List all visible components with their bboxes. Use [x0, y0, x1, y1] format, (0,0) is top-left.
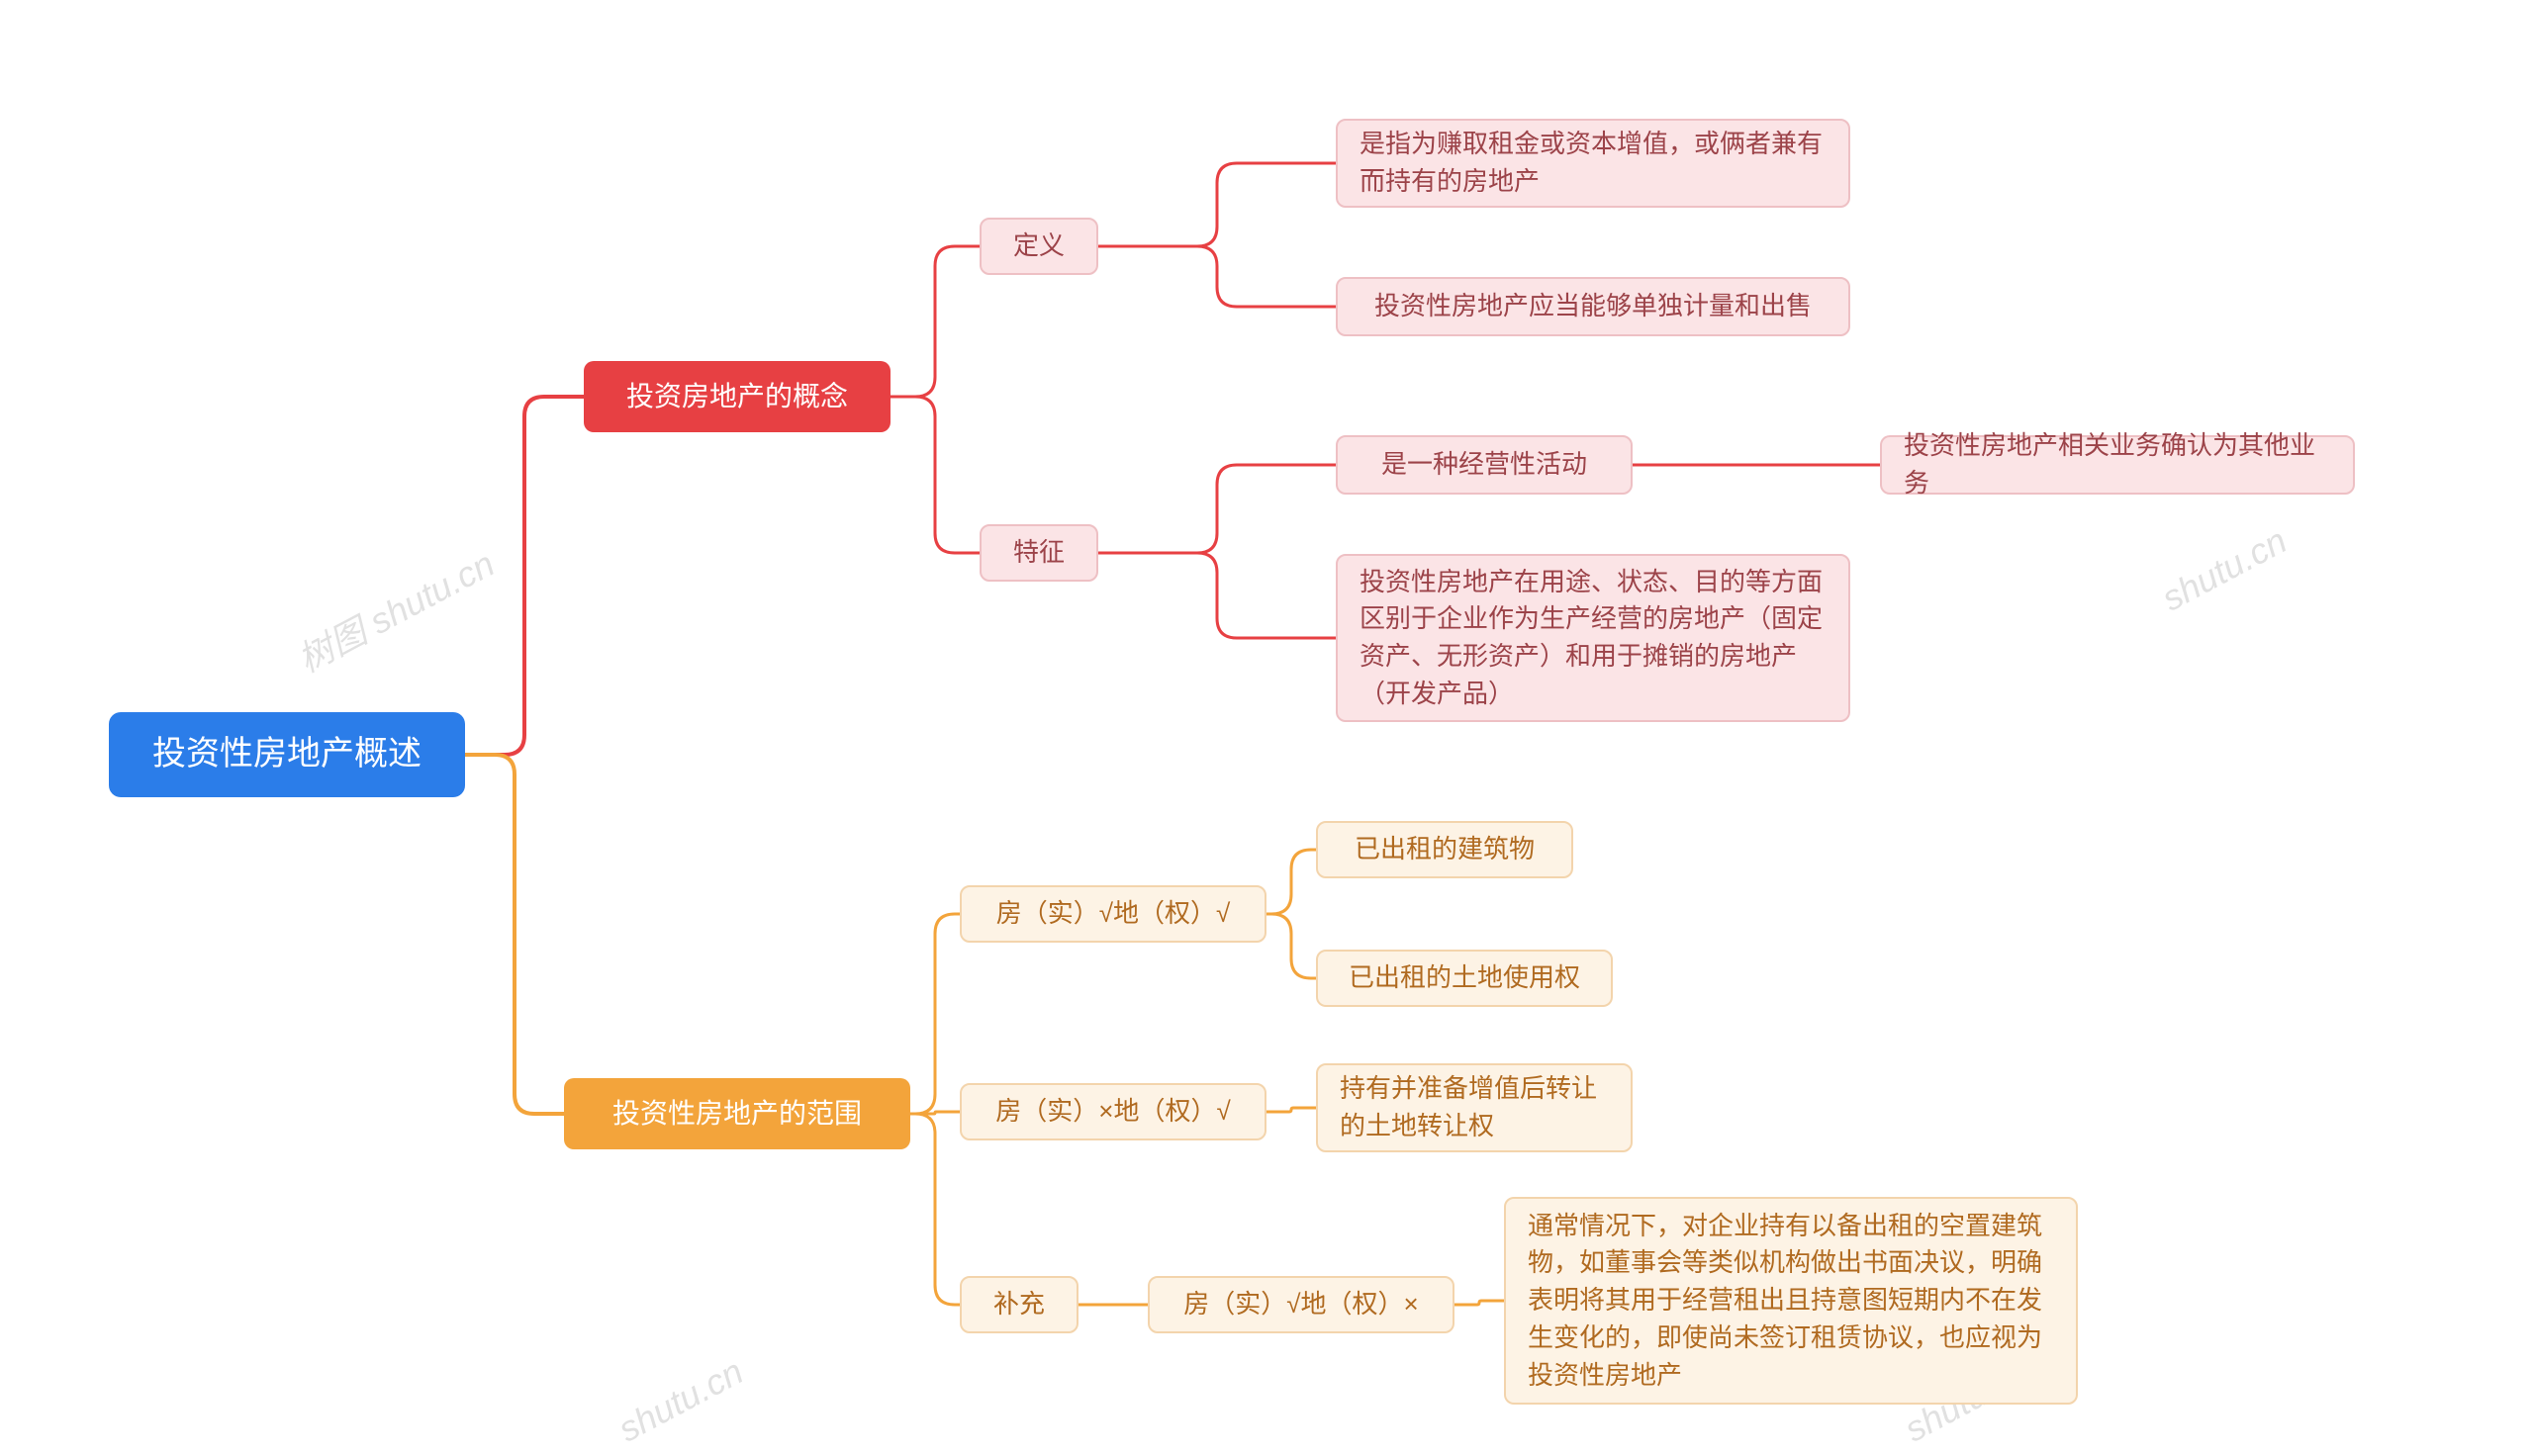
leaf-scope-c1[interactable]: 房（实）√地（权）× [1148, 1276, 1454, 1333]
leaf-feat-1[interactable]: 是一种经营性活动 [1336, 435, 1633, 495]
branch-scope[interactable]: 投资性房地产的范围 [564, 1078, 910, 1149]
node-scope-a[interactable]: 房（实）√地（权）√ [960, 885, 1266, 943]
leaf-scope-a2[interactable]: 已出租的土地使用权 [1316, 950, 1613, 1007]
watermark: shutu.cn [2155, 520, 2294, 620]
mindmap-canvas: 树图 shutu.cn 树图 shutu.cn shutu.cn shutu.c… [0, 0, 2533, 1456]
leaf-scope-c2[interactable]: 通常情况下，对企业持有以备出租的空置建筑物，如董事会等类似机构做出书面决议，明确… [1504, 1197, 2078, 1405]
leaf-def-1[interactable]: 是指为赚取租金或资本增值，或俩者兼有而持有的房地产 [1336, 119, 1850, 208]
leaf-scope-b1[interactable]: 持有并准备增值后转让的土地转让权 [1316, 1063, 1633, 1152]
watermark: shutu.cn [611, 1351, 750, 1451]
node-scope-b[interactable]: 房（实）×地（权）√ [960, 1083, 1266, 1140]
leaf-scope-a1[interactable]: 已出租的建筑物 [1316, 821, 1573, 878]
node-feature[interactable]: 特征 [980, 524, 1098, 582]
leaf-def-2[interactable]: 投资性房地产应当能够单独计量和出售 [1336, 277, 1850, 336]
node-scope-c[interactable]: 补充 [960, 1276, 1079, 1333]
root-node[interactable]: 投资性房地产概述 [109, 712, 465, 797]
leaf-feat-2[interactable]: 投资性房地产在用途、状态、目的等方面区别于企业作为生产经营的房地产（固定资产、无… [1336, 554, 1850, 722]
branch-concept[interactable]: 投资房地产的概念 [584, 361, 891, 432]
leaf-feat-1a[interactable]: 投资性房地产相关业务确认为其他业务 [1880, 435, 2355, 495]
watermark: 树图 shutu.cn [288, 536, 503, 682]
node-definition[interactable]: 定义 [980, 218, 1098, 275]
